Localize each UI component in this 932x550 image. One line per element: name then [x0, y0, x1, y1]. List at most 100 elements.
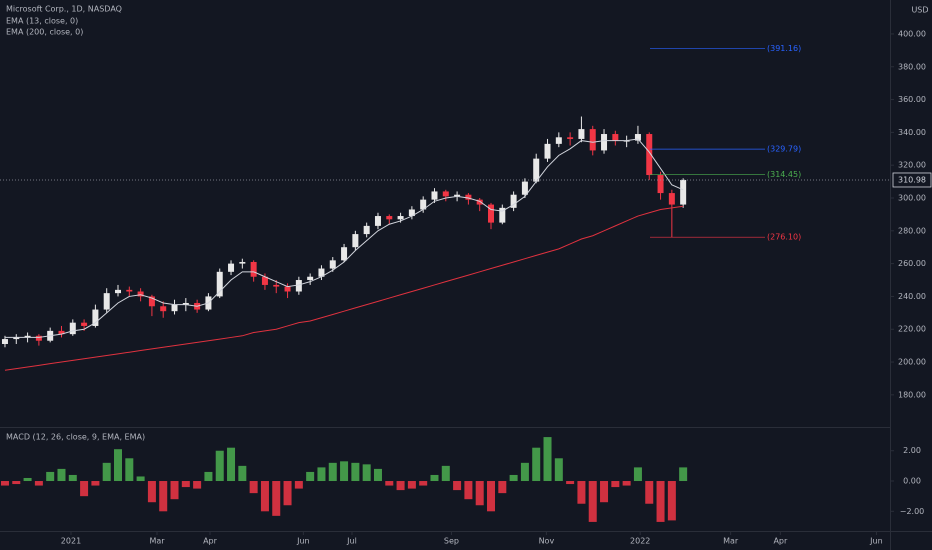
candle-body: [431, 191, 438, 200]
level-label: (391.16): [767, 44, 801, 53]
x-tick-label: Apr: [203, 537, 218, 546]
candle-body: [567, 137, 574, 139]
y-tick-label: 280.00: [898, 226, 926, 235]
histogram-bar: [57, 468, 66, 482]
histogram-bar: [0, 481, 9, 486]
candle-body: [555, 137, 562, 144]
candle-body: [634, 134, 641, 141]
chart-title: Microsoft Corp., 1D, NASDAQ: [6, 5, 122, 14]
histogram-bar: [622, 481, 631, 486]
candle-body: [397, 216, 404, 220]
histogram-bar: [159, 481, 168, 512]
candle-body: [137, 291, 144, 297]
candle-body: [476, 199, 483, 205]
candle-body: [24, 335, 31, 338]
histogram-bar: [260, 481, 269, 512]
level-label: (329.79): [767, 145, 801, 154]
histogram-bar: [430, 474, 439, 482]
x-tick-label: Mar: [149, 537, 165, 546]
histogram-bar: [679, 467, 688, 482]
candle-body: [182, 302, 189, 305]
candle-body: [216, 271, 223, 297]
histogram-bar: [543, 437, 552, 482]
histogram-bar: [227, 447, 236, 482]
candle-body: [35, 335, 42, 341]
y-tick-label: 320.00: [898, 161, 926, 170]
y-tick-label: 200.00: [898, 358, 926, 367]
histogram-bar: [46, 471, 55, 482]
candle-body: [612, 134, 619, 141]
candle-body: [352, 234, 359, 248]
histogram-bar: [170, 481, 179, 500]
candle-body: [1, 339, 8, 344]
y-tick-label: 400.00: [898, 29, 926, 38]
candle-body: [295, 280, 302, 292]
histogram-bar: [340, 461, 349, 482]
candle-body: [544, 143, 551, 159]
histogram-bar: [328, 462, 337, 482]
candle-body: [657, 175, 664, 194]
ema-line: [4, 138, 684, 338]
histogram-bar: [487, 481, 496, 512]
histogram-bar: [577, 481, 586, 504]
candle-body: [284, 286, 291, 292]
histogram-bar: [204, 471, 213, 482]
y-tick-label: 260.00: [898, 259, 926, 268]
histogram-bar: [136, 476, 145, 482]
x-tick-label: Jul: [346, 537, 357, 546]
candle-body: [578, 129, 585, 139]
x-tick-label: Jun: [869, 537, 883, 546]
y-tick-label: 360.00: [898, 95, 926, 104]
histogram-bar: [215, 450, 224, 482]
histogram-bar: [667, 481, 676, 521]
histogram-bar: [645, 481, 654, 504]
candle-body: [499, 207, 506, 223]
candle-body: [239, 261, 246, 264]
candle-body: [307, 276, 314, 281]
candle-body: [363, 225, 370, 235]
last-price-box: [892, 172, 932, 188]
candle-body: [465, 194, 472, 200]
x-tick-label: Apr: [773, 537, 788, 546]
candle-body: [318, 268, 325, 277]
histogram-bar: [633, 467, 642, 482]
level-label: (276.10): [767, 233, 801, 242]
y-tick-label: 220.00: [898, 325, 926, 334]
indicator-title: MACD (12, 26, close, 9, EMA, EMA): [6, 433, 145, 442]
histogram-bar: [238, 465, 247, 482]
x-tick-label: Nov: [539, 537, 555, 546]
x-tick-label: Sep: [444, 537, 459, 546]
candle-body: [228, 263, 235, 272]
legend-entry: EMA (200, close, 0): [6, 28, 83, 37]
histogram-bar: [453, 481, 462, 491]
histogram-bar: [351, 462, 360, 482]
candle-body: [668, 193, 675, 205]
histogram-bar: [306, 471, 315, 482]
histogram-bar: [407, 481, 416, 489]
candle-body: [408, 209, 415, 217]
candle-body: [58, 330, 65, 335]
candle-body: [442, 191, 449, 197]
histogram-bar: [125, 458, 134, 482]
last-price-label: 310.98: [898, 175, 926, 184]
histogram-bar: [181, 481, 190, 488]
histogram-bar: [509, 474, 518, 482]
histogram-bar: [114, 449, 123, 482]
y-tick-label: 180.00: [898, 390, 926, 399]
candle-body: [521, 181, 528, 195]
candle-body: [160, 306, 167, 312]
candle-body: [261, 276, 268, 285]
histogram-bar: [441, 465, 450, 482]
candle-body: [115, 289, 122, 294]
histogram-bar: [532, 447, 541, 482]
level-label: (314.45): [767, 170, 801, 179]
histogram-bar: [419, 481, 428, 486]
candle-body: [510, 194, 517, 208]
histogram-bar: [249, 481, 258, 494]
histogram-bar: [385, 481, 394, 486]
y-tick-label: 380.00: [898, 62, 926, 71]
candle-body: [680, 179, 687, 205]
candle-body: [81, 322, 88, 326]
